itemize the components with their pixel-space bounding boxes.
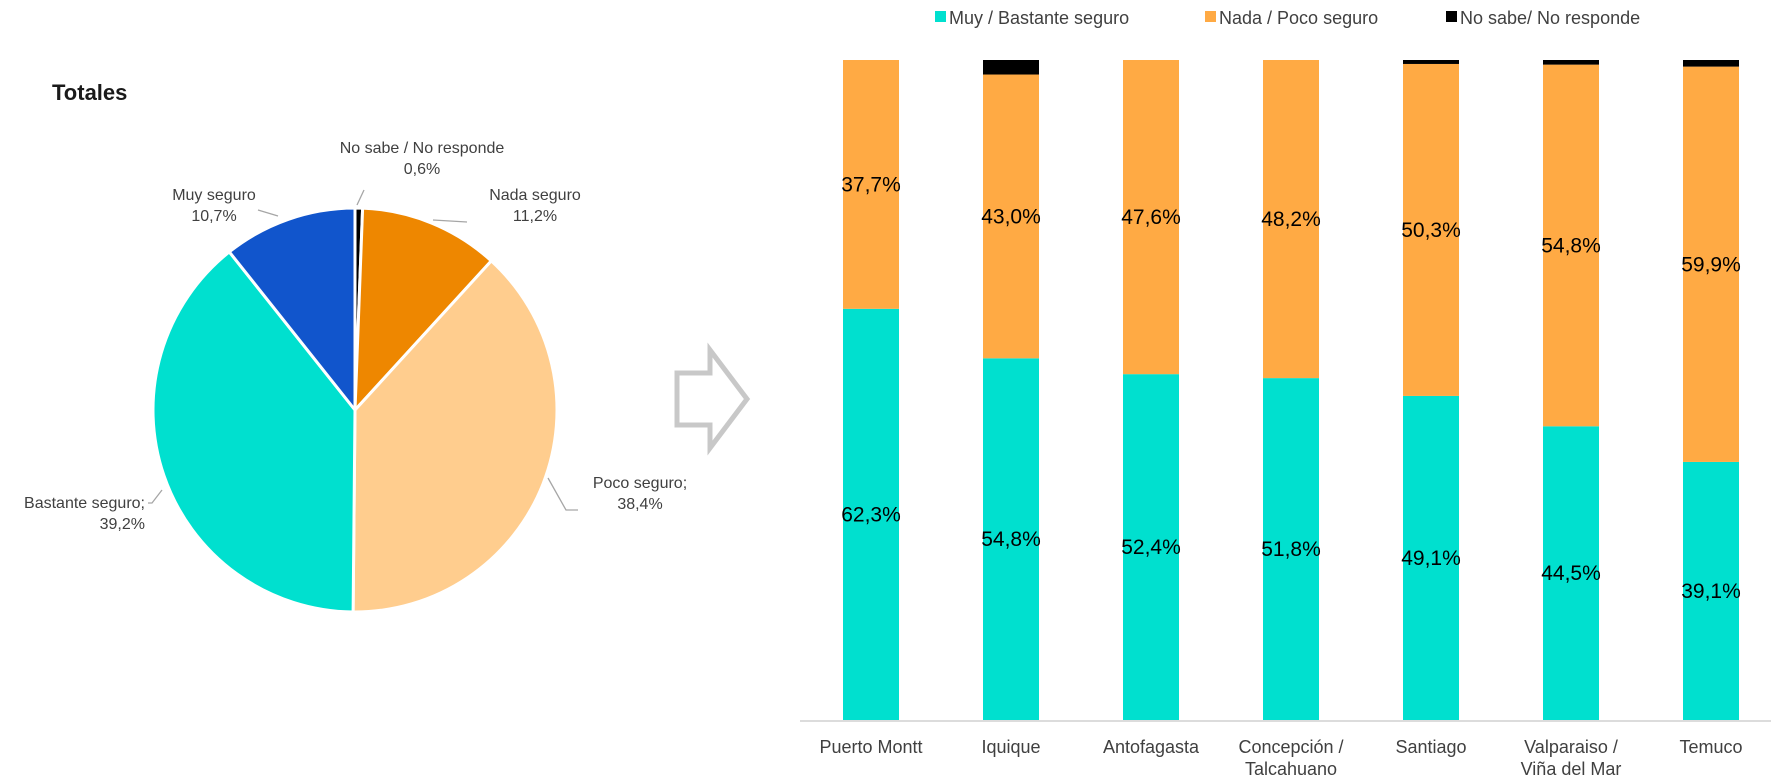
legend-swatch [935,11,946,22]
x-tick-label: Iquique [981,737,1040,757]
bar-data-label: 54,8% [981,528,1041,551]
pie-leader-line [148,489,163,504]
bar-segment [1683,461,1739,720]
pie-slice [227,206,357,415]
legend-swatch [1446,11,1457,22]
x-tick-label: Temuco [1679,737,1742,757]
bar-data-label: 59,9% [1681,253,1741,276]
bar-segment [983,74,1039,359]
x-tick-label: Valparaiso / [1524,737,1618,757]
pie-leader-line [356,189,365,206]
bar-segment [1403,63,1459,396]
bar-segment [983,358,1039,720]
pie-slice [353,206,494,415]
legend: Muy / Bastante seguro Nada / Poco seguro N… [935,8,1640,28]
bar-data-label: 44,5% [1541,562,1601,585]
bar-segment [1683,60,1739,67]
bar-segment [983,60,1039,75]
x-tick-label: Talcahuano [1245,759,1337,779]
bar-segment [843,60,899,309]
pie-slice-label: Muy seguro [172,187,256,204]
stacked-bar-chart: 62,3% 37,7% Puerto Montt 54,8% 43,0% Iquique 5… [800,60,1771,779]
pie-slice-label: Bastante seguro; [24,495,145,512]
x-tick-label: Concepción / [1238,737,1343,757]
bar-data-label: 47,6% [1121,206,1181,229]
legend-label: Nada / Poco seguro [1219,8,1378,28]
pie-leader-line [432,219,468,223]
pie-slice-value: 0,6% [404,161,440,178]
right-arrow-icon [674,342,751,456]
x-tick-label: Santiago [1395,737,1466,757]
bar-data-label: 48,2% [1261,208,1321,231]
bar-segment [1123,374,1179,720]
bar-segment [1683,66,1739,462]
pie-slice [151,249,357,614]
bar-segment [1543,60,1599,65]
pie-slice [351,258,559,614]
pie-slice-label: No sabe / No responde [340,140,505,157]
legend-label: Muy / Bastante seguro [949,8,1129,28]
bar-segment [1263,378,1319,720]
pie-slice-value: 11,2% [513,208,557,225]
pie-slice-label: Poco seguro; [593,475,687,492]
bar-segment [1543,64,1599,427]
pie-slice-label: Nada seguro [489,187,581,204]
bar-data-label: 39,1% [1681,580,1741,603]
pie-slice-value: 38,4% [617,496,662,513]
bar-data-label: 49,1% [1401,547,1461,570]
bar-segment [1263,60,1319,379]
bar-segment [1543,426,1599,720]
bar-segment [1123,60,1179,375]
bar-data-label: 51,8% [1261,538,1321,561]
bar-data-label: 52,4% [1121,536,1181,559]
pie-title: Totales [52,80,127,105]
bar-segment [1403,60,1459,64]
pie-chart: Totales No sabe / No responde 0,6% Nada se… [24,80,687,614]
bar-segment [843,308,899,720]
x-tick-label: Antofagasta [1103,737,1200,757]
x-tick-label: Puerto Montt [819,737,922,757]
pie-leader-line [547,477,578,511]
bar-data-label: 62,3% [841,503,901,526]
bar-data-label: 43,0% [981,205,1041,228]
pie-leader-line [257,209,279,217]
legend-label: No sabe/ No responde [1460,8,1640,28]
bar-data-label: 50,3% [1401,219,1461,242]
bar-data-label: 37,7% [841,173,901,196]
bar-data-label: 54,8% [1541,234,1601,257]
bar-segment [1403,395,1459,720]
legend-swatch [1205,11,1216,22]
pie-slice-value: 39,2% [100,516,145,533]
x-tick-label: Viña del Mar [1521,759,1622,779]
pie-slice-value: 10,7% [191,208,236,225]
